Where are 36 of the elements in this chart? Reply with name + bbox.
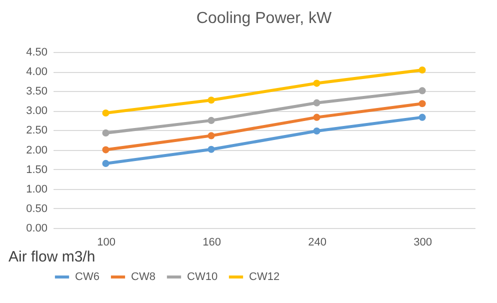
y-tick-label: 3.50 bbox=[26, 86, 48, 98]
x-tick-label: 160 bbox=[202, 236, 221, 248]
point bbox=[102, 129, 110, 136]
point bbox=[208, 146, 215, 153]
point bbox=[208, 96, 215, 104]
point bbox=[418, 66, 426, 74]
point bbox=[102, 109, 110, 117]
point bbox=[208, 116, 215, 124]
legend-label: CW8 bbox=[131, 271, 156, 283]
y-tick-label: 4.50 bbox=[26, 46, 48, 58]
point bbox=[102, 160, 110, 167]
x-tick-label: 300 bbox=[414, 236, 432, 248]
x-tick-label: 240 bbox=[308, 236, 326, 248]
y-tick-label: 0.00 bbox=[26, 222, 48, 234]
point bbox=[313, 80, 320, 87]
y-tick-label: 3.00 bbox=[26, 105, 48, 118]
y-tick-label: 1.50 bbox=[26, 164, 48, 176]
y-tick-label: 0.50 bbox=[26, 202, 48, 215]
point bbox=[313, 114, 320, 121]
point bbox=[418, 100, 426, 108]
legend-label: CW12 bbox=[249, 271, 280, 283]
y-tick-label: 2.00 bbox=[26, 144, 48, 156]
point bbox=[208, 132, 215, 140]
legend-label: CW6 bbox=[75, 271, 100, 283]
x-axis-title: Air flow m3/h bbox=[8, 248, 96, 266]
point bbox=[418, 87, 426, 94]
legend-label: CW10 bbox=[187, 271, 218, 283]
point bbox=[313, 127, 320, 135]
y-tick-label: 2.50 bbox=[26, 124, 48, 137]
chart-title: Cooling Power, kW bbox=[196, 10, 332, 27]
point bbox=[102, 146, 110, 154]
y-tick-label: 4.00 bbox=[26, 66, 48, 78]
point bbox=[418, 114, 426, 121]
y-tick-label: 1.00 bbox=[26, 183, 48, 196]
point bbox=[313, 99, 320, 106]
x-tick-label: 100 bbox=[97, 236, 116, 248]
